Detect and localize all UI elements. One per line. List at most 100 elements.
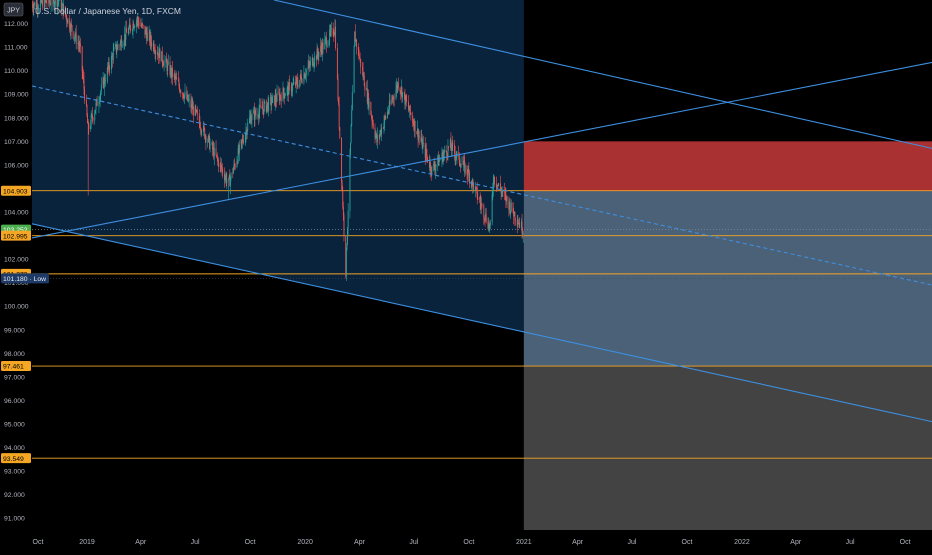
price-tick-label: 93.000 (4, 469, 25, 476)
price-tick-label: 99.000 (4, 327, 25, 334)
candle-body-259 (247, 123, 248, 130)
candle-body-334 (310, 61, 311, 65)
price-tick-label: 109.000 (4, 92, 29, 99)
candle-body-99 (113, 47, 114, 50)
candle-body-504 (452, 143, 453, 145)
candle-body-229 (222, 169, 223, 174)
candle-body-324 (302, 81, 303, 82)
price-tick-label: 102.000 (4, 257, 29, 264)
candle-body-287 (271, 103, 272, 106)
price-tick-label: 100.000 (4, 304, 29, 311)
candle-body-94 (109, 68, 110, 69)
candle-body-489 (440, 160, 441, 161)
candle-body-264 (251, 113, 252, 120)
price-tick-label: 92.000 (4, 492, 25, 499)
candle-body-29 (55, 0, 56, 4)
candle-body-469 (423, 143, 424, 144)
candle-body-473 (427, 155, 428, 157)
time-tick-label: Oct (33, 539, 44, 546)
candle-body-314 (293, 82, 294, 84)
time-tick-label: 2021 (516, 539, 532, 546)
candle-body-369 (339, 127, 340, 137)
candle-body-454 (410, 113, 411, 115)
candle-body-44 (67, 19, 68, 24)
candle-body-588 (523, 233, 524, 235)
candle-body-249 (239, 144, 240, 152)
candle-body-339 (314, 56, 315, 64)
zone-lower[interactable] (524, 366, 932, 530)
candle-body-329 (306, 70, 307, 75)
price-tick-label: 112.000 (4, 21, 28, 28)
candle-body-579 (515, 220, 516, 221)
candle-body-129 (139, 22, 140, 26)
price-tick-label: 110.000 (4, 68, 28, 75)
candle-body-424 (385, 117, 386, 118)
price-tick-label: 96.000 (4, 398, 25, 405)
candle-body-439 (398, 83, 399, 88)
candle-body-524 (469, 173, 470, 183)
candle-body-389 (356, 40, 357, 47)
price-badge-level: 104.903 (3, 188, 28, 195)
candle-body-464 (419, 136, 420, 137)
candle-body-144 (151, 42, 152, 46)
candle-body-98 (113, 50, 114, 60)
time-tick-label: Oct (245, 539, 256, 546)
candle-body-359 (331, 28, 332, 29)
zone-target[interactable] (524, 191, 932, 366)
price-badge-level: 93.549 (3, 456, 24, 463)
candle-body-376 (346, 249, 347, 276)
candle-body-104 (118, 45, 119, 46)
time-tick-label: Jul (628, 539, 637, 546)
candle-body-366 (338, 79, 339, 99)
candle-body-95 (111, 56, 112, 69)
candle-body-519 (465, 165, 466, 172)
price-badge-low: 101.180 · Low (3, 276, 46, 283)
candle-body-399 (364, 86, 365, 90)
candle-body-555 (496, 184, 497, 186)
time-tick-label: Apr (354, 539, 366, 546)
candle-body-574 (511, 203, 512, 211)
candle-body-89 (105, 82, 106, 83)
candle-body-479 (431, 166, 432, 174)
candle-body-494 (444, 150, 445, 153)
candle-body-584 (519, 223, 520, 227)
candle-body-449 (406, 101, 407, 102)
candle-body-429 (390, 101, 391, 105)
price-tick-label: 108.000 (4, 115, 29, 122)
candle-body-404 (369, 102, 370, 108)
time-tick-label: Jul (846, 539, 855, 546)
candle-body-244 (235, 165, 236, 167)
candle-body-344 (318, 52, 319, 57)
candle-body-214 (210, 144, 211, 149)
candle-body-189 (189, 99, 190, 100)
time-tick-label: Jul (191, 539, 200, 546)
candle-body-219 (214, 148, 215, 158)
symbol-badge[interactable]: JPY (7, 8, 20, 15)
candle-body-59 (80, 43, 81, 46)
price-tick-label: 95.000 (4, 422, 25, 429)
time-tick-label: Jul (409, 539, 418, 546)
candle-body-124 (134, 26, 135, 27)
candle-body-294 (277, 92, 278, 101)
candle-body-379 (348, 211, 349, 228)
zone-stop[interactable] (524, 141, 932, 190)
candle-body-199 (197, 113, 198, 114)
candle-body-541 (484, 218, 485, 219)
candle-body-169 (172, 68, 173, 77)
candle-body-364 (335, 27, 336, 48)
candle-body-444 (402, 92, 403, 98)
time-tick-label: 2020 (297, 539, 313, 546)
candle-body-224 (218, 160, 219, 167)
candle-body-384 (352, 92, 353, 110)
price-tick-label: 111.000 (4, 45, 28, 52)
price-tick-label: 91.000 (4, 516, 25, 523)
time-tick-label: Oct (682, 539, 693, 546)
candle-body-539 (482, 205, 483, 206)
candle-body-383 (351, 110, 352, 125)
time-tick-label: 2019 (79, 539, 95, 546)
candle-body-19 (46, 3, 47, 4)
candle-body-75 (94, 113, 95, 121)
candle-body-220 (216, 148, 217, 155)
